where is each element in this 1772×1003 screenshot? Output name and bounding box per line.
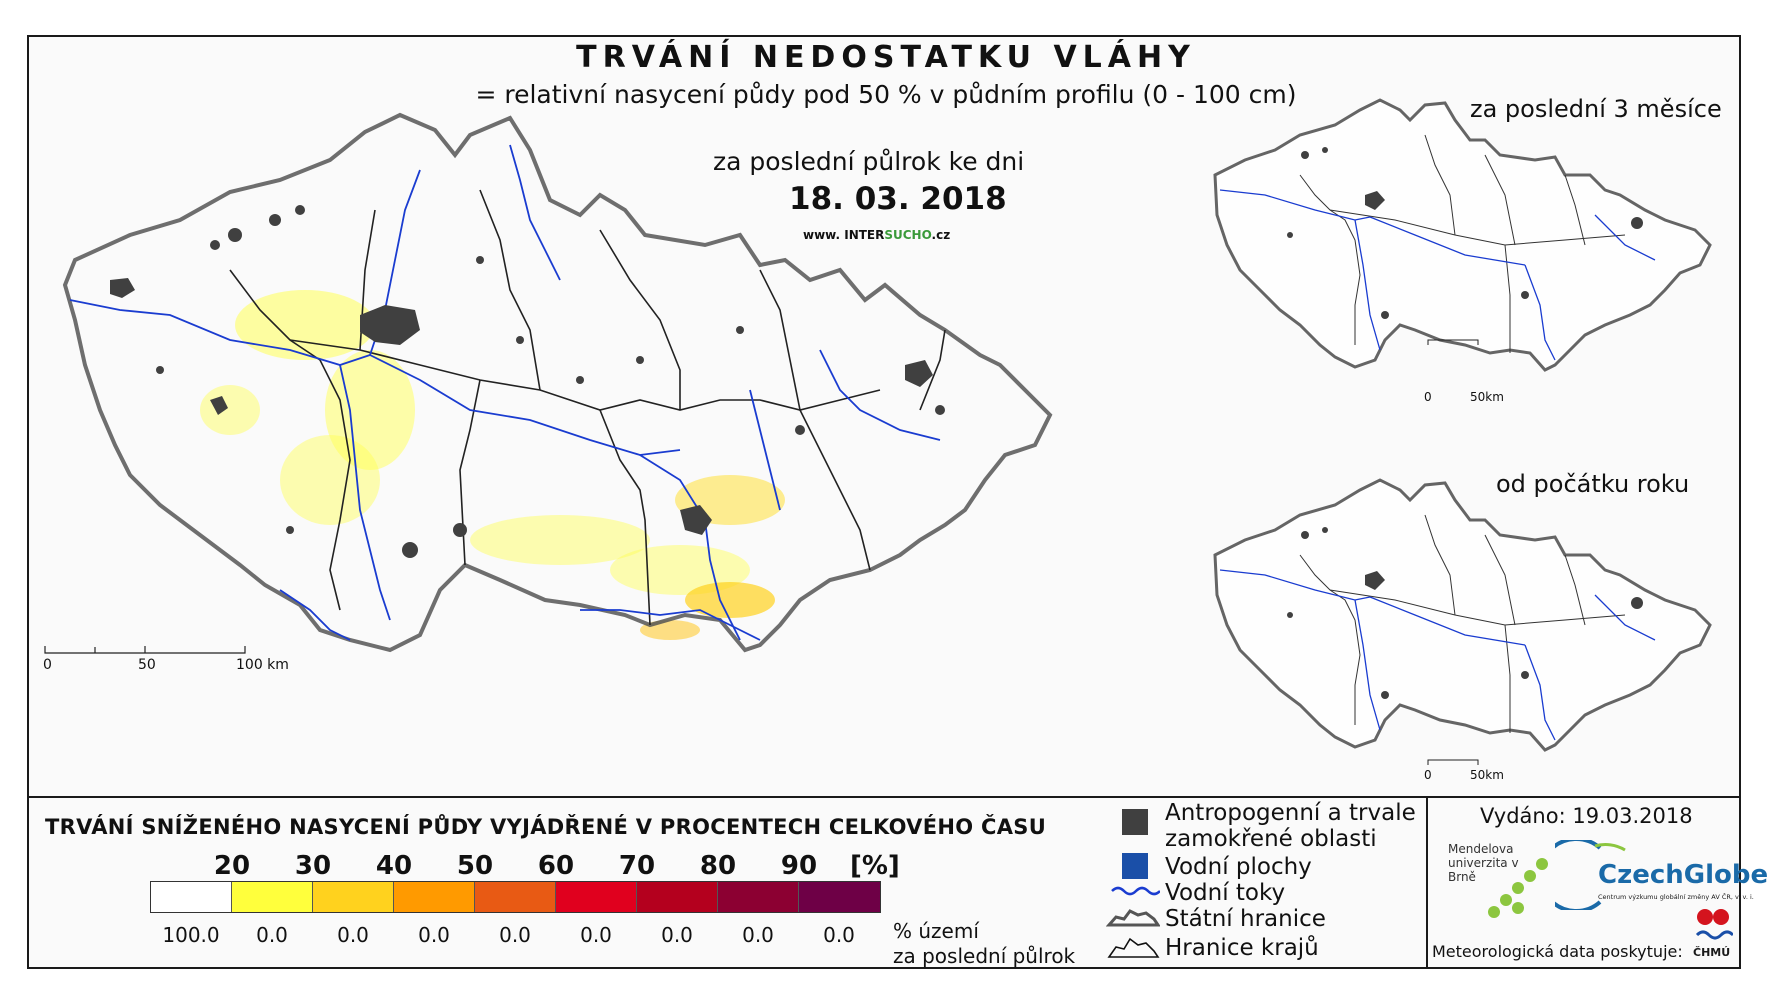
inset-scale-bar — [1427, 759, 1479, 765]
page-subtitle: = relativní nasycení půdy pod 50 % v půd… — [475, 80, 1297, 109]
color-swatch — [394, 882, 475, 912]
meteo-data-label: Meteorologická data poskytuje: — [1432, 942, 1683, 961]
website-brand: SUCHO — [884, 228, 932, 242]
key-region-border: Hranice krajů — [1165, 935, 1319, 961]
percentage-value: 100.0 — [162, 923, 220, 947]
country-outline — [62, 112, 1053, 653]
page-title: TRVÁNÍ NEDOSTATKU VLÁHY — [576, 40, 1196, 75]
inset2-scale-zero: 0 — [1424, 768, 1432, 782]
country-outline — [1213, 478, 1712, 752]
credit-divider — [1426, 796, 1428, 969]
color-swatch — [718, 882, 799, 912]
inset2-scale-end: 50km — [1470, 768, 1504, 782]
main-scale-bar — [44, 646, 246, 654]
date-label: 18. 03. 2018 — [789, 181, 1007, 217]
czechglobe-subtitle: Centrum výzkumu globální změny AV ČR, v.… — [1598, 893, 1754, 901]
mendel-logo-icon — [1488, 858, 1548, 918]
threshold-label: 50 — [456, 851, 494, 881]
percentage-value: 0.0 — [256, 923, 288, 947]
chmu-label: ČHMÚ — [1693, 946, 1731, 959]
rivers — [69, 144, 941, 641]
key-state-border: Státní hranice — [1165, 906, 1326, 932]
percentage-value: 0.0 — [337, 923, 369, 947]
legend-title: TRVÁNÍ SNÍŽENÉHO NASYCENÍ PŮDY VYJÁDŘENÉ… — [45, 815, 1047, 839]
threshold-label: 30 — [294, 851, 332, 881]
percentage-caption-line2: za poslední půlrok — [893, 944, 1076, 968]
inset-map-3-months — [1213, 98, 1712, 372]
main-map — [44, 112, 1053, 654]
chmu-logo-icon — [1695, 909, 1733, 940]
color-swatch — [232, 882, 313, 912]
main-scale-mid: 50 — [138, 657, 156, 673]
color-swatch — [799, 882, 880, 912]
threshold-label: 60 — [537, 851, 575, 881]
inset-title-year-start: od počátku roku — [1496, 470, 1690, 498]
inset-map-year-start — [1213, 478, 1712, 765]
czechglobe-name: CzechGlobe — [1598, 860, 1769, 890]
mendel-university-label: Mendelova univerzita v Brně — [1448, 842, 1519, 884]
anthropogenic-areas — [110, 205, 945, 558]
water-body-swatch-icon — [1122, 853, 1148, 879]
percentage-caption-line1: % území — [893, 919, 979, 943]
key-anthropogenic-line2: zamokřené oblasti — [1165, 826, 1377, 852]
percentage-value: 0.0 — [499, 923, 531, 947]
region-border-icon — [1107, 937, 1160, 958]
color-swatch — [475, 882, 556, 912]
inset-rivers — [1219, 569, 1656, 741]
river-line-icon — [1111, 886, 1160, 896]
drought-yellow-areas — [200, 290, 785, 640]
percentage-value: 0.0 — [418, 923, 450, 947]
country-outline — [1213, 98, 1712, 372]
threshold-label: 90 — [780, 851, 818, 881]
percentage-value: 0.0 — [580, 923, 612, 947]
threshold-label: 70 — [618, 851, 656, 881]
inset-rivers — [1219, 189, 1656, 361]
website-prefix: www. INTER — [803, 228, 885, 242]
website-label: www. INTERSUCHO.cz — [803, 228, 950, 242]
period-label: za poslední půlrok ke dni — [713, 147, 1025, 176]
color-swatch — [637, 882, 718, 912]
czechglobe-logo-icon — [1555, 840, 1626, 910]
inset1-scale-zero: 0 — [1424, 390, 1432, 404]
color-swatch — [151, 882, 232, 912]
inset-anthropogenic-areas — [1287, 527, 1643, 699]
anthropogenic-area-swatch-icon — [1122, 809, 1148, 835]
threshold-label: 20 — [213, 851, 251, 881]
inset-region-borders — [1299, 514, 1626, 733]
threshold-label: 40 — [375, 851, 413, 881]
key-rivers: Vodní toky — [1165, 880, 1286, 906]
color-swatch — [556, 882, 637, 912]
state-border-icon — [1106, 909, 1160, 927]
percentage-value: 0.0 — [823, 923, 855, 947]
color-scale-bar — [150, 881, 881, 913]
main-scale-end: 100 km — [236, 657, 289, 673]
percentage-value: 0.0 — [742, 923, 774, 947]
issued-date: Vydáno: 19.03.2018 — [1480, 804, 1693, 828]
key-water-bodies: Vodní plochy — [1165, 854, 1312, 880]
main-scale-zero: 0 — [43, 657, 52, 673]
inset-anthropogenic-areas — [1287, 147, 1643, 319]
legend-divider — [27, 796, 1741, 798]
region-borders — [229, 189, 946, 626]
inset1-scale-end: 50km — [1470, 390, 1504, 404]
inset-scale-bar — [1427, 339, 1479, 345]
percentage-value: 0.0 — [661, 923, 693, 947]
website-suffix: .cz — [931, 228, 951, 242]
key-anthropogenic-line1: Antropogenní a trvale — [1165, 800, 1416, 826]
legend-unit: [%] — [850, 851, 900, 881]
color-swatch — [313, 882, 394, 912]
inset-title-3-months: za poslední 3 měsíce — [1470, 95, 1722, 123]
threshold-label: 80 — [699, 851, 737, 881]
